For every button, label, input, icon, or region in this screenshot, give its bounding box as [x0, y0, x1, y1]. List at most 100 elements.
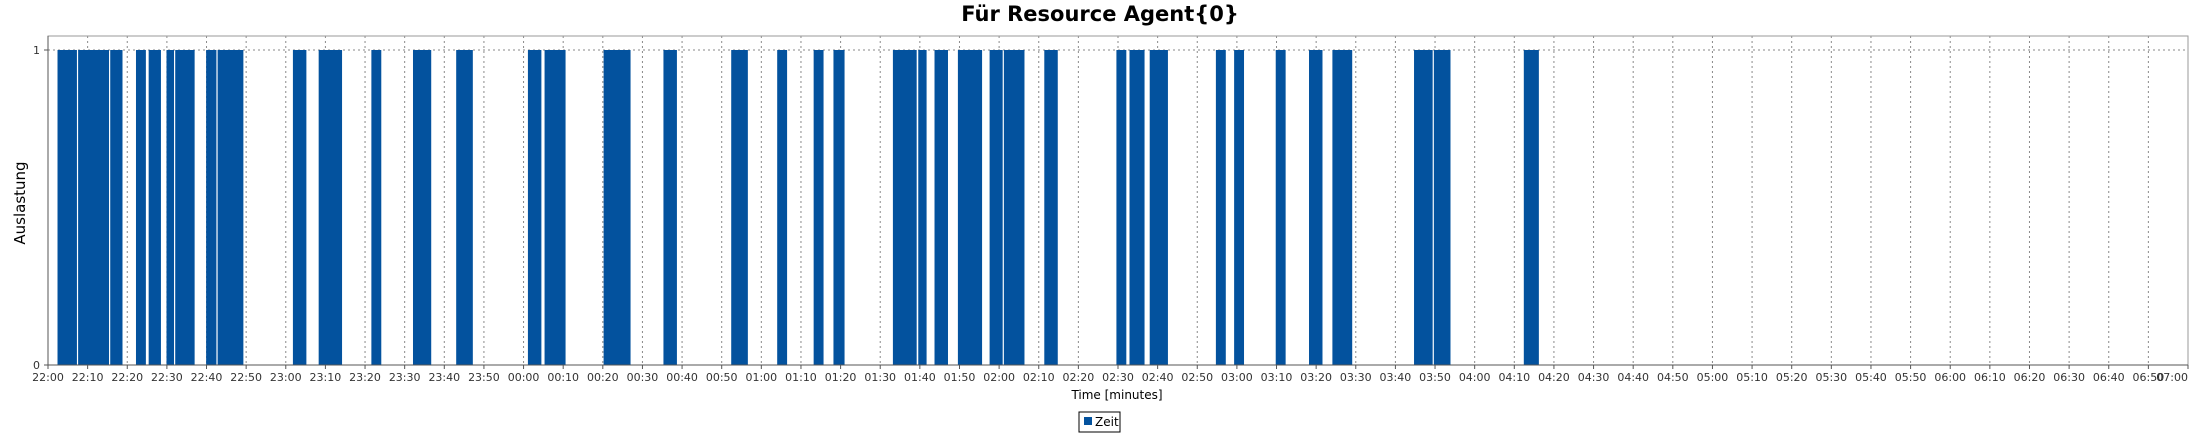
bar: [1523, 50, 1539, 365]
x-tick-label: 02:40: [1142, 371, 1174, 384]
x-tick-label: 05:50: [1895, 371, 1927, 384]
x-tick-label: 23:20: [349, 371, 381, 384]
bar: [166, 50, 175, 365]
x-tick-label: 02:10: [1023, 371, 1055, 384]
x-tick-label: 00:30: [627, 371, 659, 384]
x-tick-label: 23:40: [428, 371, 460, 384]
bar: [292, 50, 307, 365]
x-tick-label: 04:20: [1538, 371, 1570, 384]
legend: Zeit: [1078, 411, 1121, 433]
bar-series: [57, 50, 1539, 365]
x-tick-label: 01:30: [864, 371, 896, 384]
x-axis-ticks: 22:00 22:10 22:20 22:30 22:40 22:50 23:00 23:10…: [32, 365, 2189, 384]
x-tick-label: 23:10: [310, 371, 342, 384]
bar: [206, 50, 217, 365]
y-axis-label: Auslastung: [11, 161, 29, 244]
bar: [731, 50, 748, 365]
bar: [957, 50, 983, 365]
bar: [833, 50, 845, 365]
x-tick-label: 04:30: [1578, 371, 1610, 384]
x-tick-label: 06:00: [1934, 371, 1966, 384]
bar: [371, 50, 382, 365]
x-tick-label: 23:00: [270, 371, 302, 384]
bar: [135, 50, 146, 365]
x-tick-label: 03:40: [1380, 371, 1412, 384]
x-tick-label: 06:40: [2093, 371, 2125, 384]
bar: [318, 50, 343, 365]
legend-swatch: [1084, 417, 1092, 425]
bar: [1414, 50, 1433, 365]
bar: [918, 50, 927, 365]
bar: [1044, 50, 1058, 365]
x-tick-label: 01:40: [904, 371, 936, 384]
x-tick-label: 22:50: [230, 371, 262, 384]
x-tick-label: 23:30: [389, 371, 421, 384]
x-tick-label: 01:00: [745, 371, 777, 384]
x-tick-label: 00:50: [706, 371, 738, 384]
bar: [1309, 50, 1323, 365]
bar: [57, 50, 77, 365]
x-tick-label: 05:20: [1776, 371, 1808, 384]
bar: [1215, 50, 1226, 365]
x-tick-label: 02:30: [1102, 371, 1134, 384]
bar: [813, 50, 824, 365]
x-tick-label: 00:20: [587, 371, 619, 384]
bar: [934, 50, 948, 365]
legend-label: Zeit: [1095, 415, 1119, 429]
x-tick-label: 00:40: [666, 371, 698, 384]
x-tick-label: 02:50: [1181, 371, 1213, 384]
bar: [544, 50, 566, 365]
x-tick-label: 06:20: [2014, 371, 2046, 384]
bar: [456, 50, 473, 365]
x-tick-label: 05:10: [1736, 371, 1768, 384]
bar: [989, 50, 1003, 365]
x-tick-label: 22:00: [32, 371, 64, 384]
x-tick-label: 00:10: [547, 371, 579, 384]
x-tick-label: 03:10: [1261, 371, 1293, 384]
bar: [1275, 50, 1286, 365]
bar: [1003, 50, 1025, 365]
bar: [663, 50, 677, 365]
x-tick-label: 23:50: [468, 371, 500, 384]
bar: [527, 50, 542, 365]
x-tick-label: 01:10: [785, 371, 817, 384]
bar: [217, 50, 244, 365]
bar: [1149, 50, 1168, 365]
x-tick-label: 22:20: [111, 371, 143, 384]
x-tick-label: 03:00: [1221, 371, 1253, 384]
x-tick-label: 06:30: [2053, 371, 2085, 384]
x-tick-label: 04:50: [1657, 371, 1689, 384]
y-tick-label: 0: [33, 359, 40, 372]
bar: [148, 50, 161, 365]
x-tick-label: 05:00: [1697, 371, 1729, 384]
bar: [1234, 50, 1245, 365]
x-axis-label: Time [minutes]: [1070, 388, 1162, 402]
x-tick-label: 00:00: [508, 371, 540, 384]
x-tick-label: 01:20: [825, 371, 857, 384]
bar: [1433, 50, 1451, 365]
chart-title: Für Resource Agent{0}: [961, 2, 1239, 26]
x-tick-label: 05:40: [1855, 371, 1887, 384]
x-tick-label: 03:20: [1300, 371, 1332, 384]
bar: [110, 50, 123, 365]
x-tick-label: 06:10: [1974, 371, 2006, 384]
x-tick-label: 03:50: [1419, 371, 1451, 384]
y-axis-ticks: 01: [33, 44, 48, 372]
x-tick-label: 04:40: [1617, 371, 1649, 384]
bar: [175, 50, 195, 365]
x-tick-label: 22:40: [191, 371, 223, 384]
x-tick-label: 06:50: [2133, 371, 2165, 384]
bar: [1332, 50, 1353, 365]
y-tick-label: 1: [33, 44, 40, 57]
bar: [892, 50, 917, 365]
x-tick-label: 04:00: [1459, 371, 1491, 384]
bar: [777, 50, 788, 365]
x-tick-label: 22:30: [151, 371, 183, 384]
bar: [412, 50, 432, 365]
x-tick-label: 01:50: [944, 371, 976, 384]
bar: [1129, 50, 1145, 365]
x-tick-label: 02:00: [983, 371, 1015, 384]
bar: [603, 50, 631, 365]
bar: [1116, 50, 1127, 365]
